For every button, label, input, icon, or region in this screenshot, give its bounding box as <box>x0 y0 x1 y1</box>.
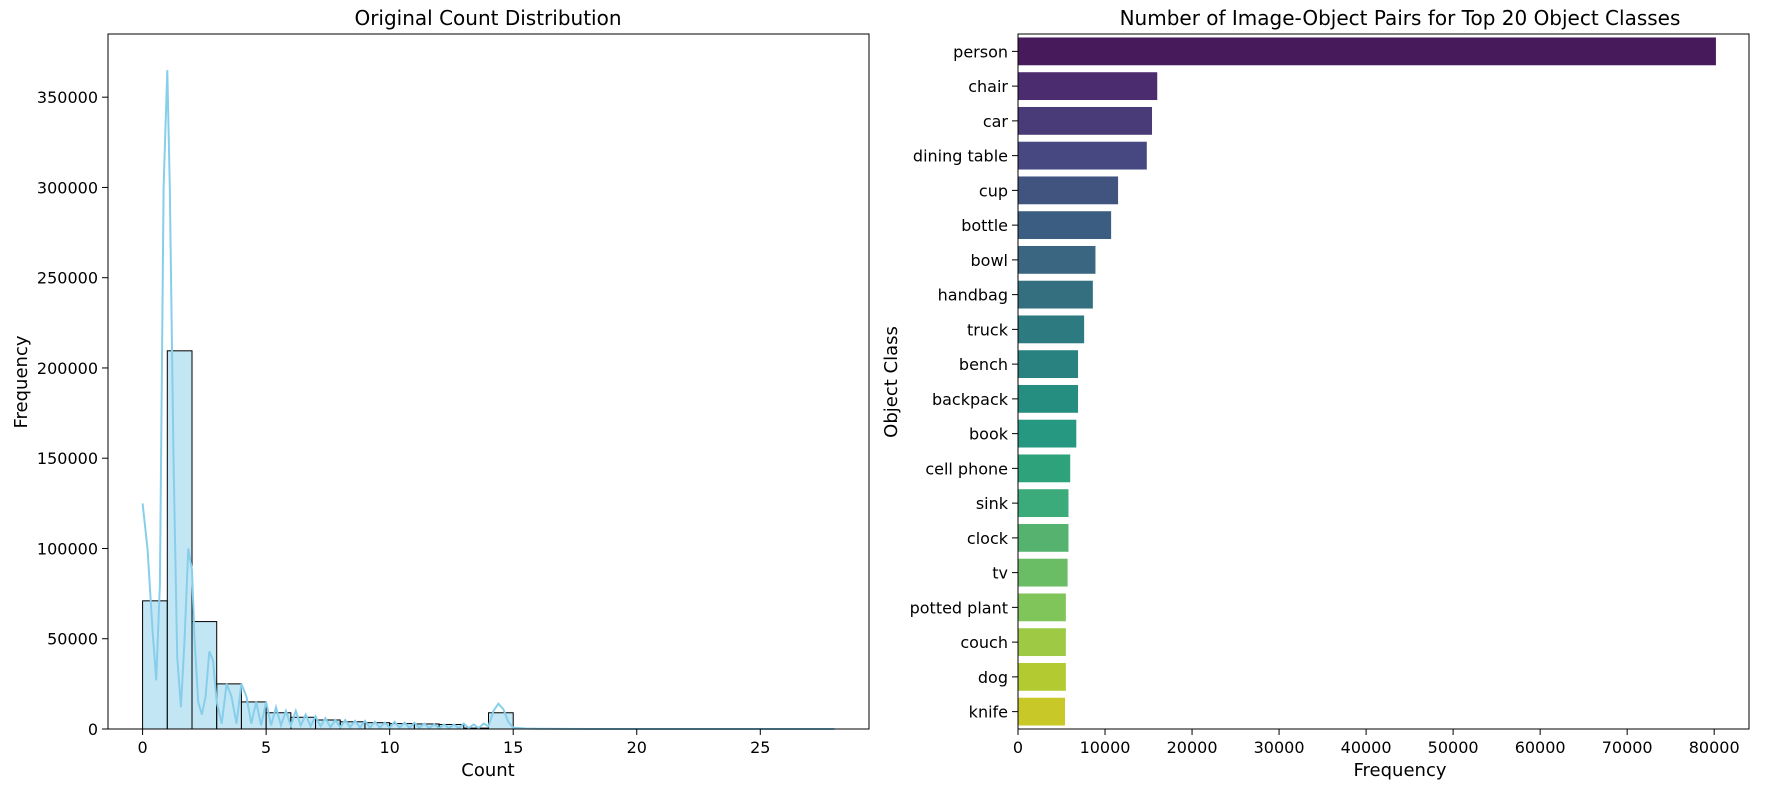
class-bar <box>1018 697 1065 726</box>
top-classes-x-ticks: 0 10000 20000 30000 40000 50000 60000 70000 8000… <box>1013 729 1740 757</box>
class-label: sink <box>976 494 1009 513</box>
class-bar <box>1018 419 1077 448</box>
histogram-plot-frame <box>107 33 870 730</box>
class-label: cell phone <box>925 459 1008 478</box>
class-bar <box>1018 662 1066 691</box>
y-tick-label: 300000 <box>37 178 98 197</box>
x-tick-label: 0 <box>1013 738 1023 757</box>
class-label: chair <box>968 77 1008 96</box>
x-tick-label: 25 <box>750 738 770 757</box>
class-label: truck <box>967 320 1009 339</box>
class-label: handbag <box>938 286 1008 305</box>
histogram-bar <box>166 350 193 730</box>
class-bar <box>1018 280 1093 309</box>
top-classes-bars <box>1018 37 1716 726</box>
y-tick-label: 200000 <box>37 359 98 378</box>
class-bar <box>1018 106 1153 135</box>
class-bar <box>1018 523 1069 552</box>
class-bar <box>1018 489 1069 518</box>
y-tick-label: 350000 <box>37 88 98 107</box>
y-tick-label: 150000 <box>37 449 98 468</box>
x-tick-label: 70000 <box>1602 738 1653 757</box>
class-label: potted plant <box>910 598 1008 617</box>
y-tick-label: 0 <box>88 720 98 739</box>
class-bar <box>1018 384 1079 413</box>
top-classes-plot-frame <box>1017 33 1750 730</box>
class-label: couch <box>960 633 1008 652</box>
class-bar <box>1018 350 1079 379</box>
class-label: cup <box>979 181 1008 200</box>
y-tick-label: 50000 <box>47 630 98 649</box>
class-bar <box>1018 141 1147 170</box>
class-bar <box>1018 315 1085 344</box>
histogram-x-ticks: 0 5 10 15 20 25 <box>137 729 770 757</box>
class-label: backpack <box>932 390 1009 409</box>
top-classes-y-axis-label: Object Class <box>881 326 902 438</box>
class-bar <box>1018 245 1096 274</box>
x-tick-label: 20 <box>627 738 647 757</box>
top-classes-y-ticks: person chair car dining table cup bottle bowl h… <box>910 42 1018 722</box>
class-bar <box>1018 593 1066 622</box>
x-tick-label: 10000 <box>1080 738 1131 757</box>
class-label: person <box>953 42 1008 61</box>
x-tick-label: 0 <box>137 738 147 757</box>
x-tick-label: 80000 <box>1689 738 1740 757</box>
class-label: clock <box>967 529 1009 548</box>
x-tick-label: 50000 <box>1428 738 1479 757</box>
histogram-y-axis-label: Frequency <box>11 335 32 428</box>
class-bar <box>1018 176 1119 205</box>
y-tick-label: 250000 <box>37 269 98 288</box>
x-tick-label: 5 <box>261 738 271 757</box>
class-bar <box>1018 628 1066 657</box>
class-label: knife <box>969 703 1008 722</box>
x-tick-label: 40000 <box>1341 738 1392 757</box>
x-tick-label: 30000 <box>1254 738 1305 757</box>
class-bar <box>1018 37 1716 66</box>
top-classes-x-axis-label: Frequency <box>1354 760 1447 781</box>
x-tick-label: 60000 <box>1515 738 1566 757</box>
histogram-x-axis-label: Count <box>461 760 514 781</box>
y-tick-label: 100000 <box>37 539 98 558</box>
class-label: tv <box>992 564 1008 583</box>
class-bar <box>1018 211 1112 240</box>
x-tick-label: 20000 <box>1167 738 1218 757</box>
histogram-y-ticks: 0 50000 100000 150000 200000 250000 300000 3500… <box>37 88 108 739</box>
class-bar <box>1018 454 1071 483</box>
class-label: car <box>983 112 1009 131</box>
top-classes-chart: Number of Image-Object Pairs for Top 20 … <box>881 6 1750 781</box>
class-label: dog <box>978 668 1008 687</box>
class-bar <box>1018 72 1158 101</box>
top-classes-title: Number of Image-Object Pairs for Top 20 … <box>1120 6 1681 30</box>
class-label: bowl <box>971 251 1008 270</box>
class-label: bottle <box>961 216 1008 235</box>
x-tick-label: 15 <box>503 738 523 757</box>
class-label: book <box>969 425 1009 444</box>
x-tick-label: 10 <box>379 738 399 757</box>
class-label: bench <box>959 355 1008 374</box>
class-bar <box>1018 558 1068 587</box>
histogram-kde-line <box>141 70 835 730</box>
histogram-bars <box>142 350 835 730</box>
histogram-chart: Original Count Distribution 0 5 10 15 20 25 0… <box>11 6 870 781</box>
histogram-title: Original Count Distribution <box>354 6 621 30</box>
class-label: dining table <box>913 147 1008 166</box>
